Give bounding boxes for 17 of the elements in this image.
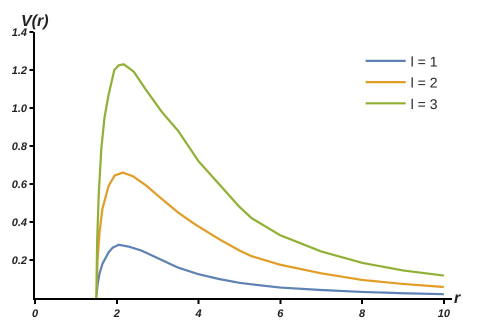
x-tick-label: 2: [112, 308, 120, 320]
x-tick-label: 6: [277, 308, 284, 320]
x-tick-label: 0: [32, 308, 39, 320]
x-tick-label: 8: [358, 308, 366, 320]
y-tick-label: 0.6: [12, 178, 28, 191]
x-tick-label: 10: [438, 308, 451, 320]
legend-label: l = 1: [410, 53, 438, 70]
y-tick-label: 0.8: [12, 140, 28, 153]
y-tick-label: 1.2: [12, 64, 28, 77]
x-axis-title: r: [454, 290, 461, 307]
y-tick-label: 0.4: [12, 216, 28, 229]
y-tick-label: 1.0: [12, 102, 28, 115]
legend-label: l = 2: [410, 74, 438, 91]
x-tick-label: 4: [194, 308, 202, 320]
y-tick-label: 0.2: [12, 254, 28, 267]
line-series: [95, 244, 445, 298]
legend-label: l = 3: [410, 96, 438, 112]
